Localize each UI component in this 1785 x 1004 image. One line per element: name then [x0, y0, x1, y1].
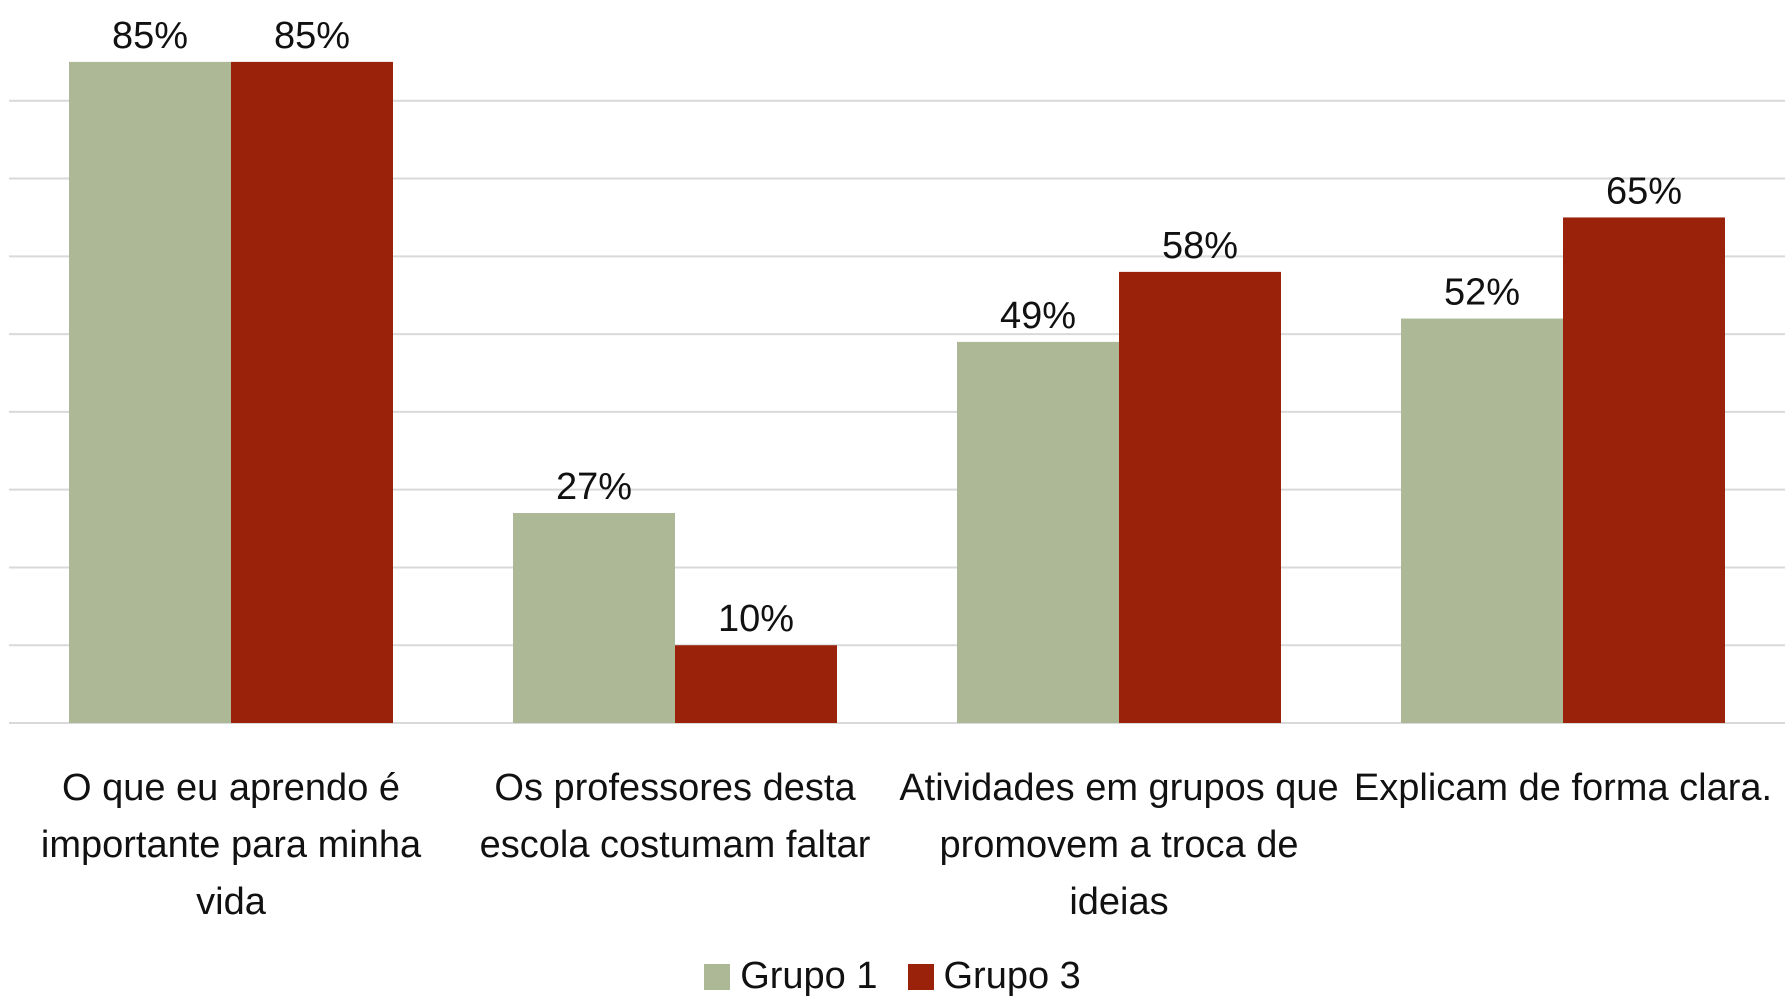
data-label: 49% [1000, 295, 1076, 337]
bar [1119, 271, 1281, 723]
data-label: 52% [1444, 272, 1520, 314]
data-label: 10% [718, 598, 794, 640]
bar [1563, 217, 1725, 723]
bar [231, 61, 393, 723]
legend-label: Grupo 3 [943, 955, 1081, 997]
legend-label: Grupo 1 [740, 955, 878, 997]
bar [513, 513, 675, 723]
bar [1401, 318, 1563, 723]
data-label: 58% [1162, 225, 1238, 267]
data-label: 85% [112, 15, 188, 57]
x-tick-label: Os professores desta escola costumam fal… [479, 767, 871, 866]
x-tick-label: Explicam de forma clara. [1353, 767, 1773, 809]
legend-item: Grupo 3 [907, 955, 1081, 998]
legend-item: Grupo 1 [704, 955, 878, 998]
legend: Grupo 1 Grupo 3 [0, 955, 1785, 998]
x-tick-label: O que eu aprendo é importante para minha… [40, 767, 422, 923]
bar [69, 61, 231, 723]
data-label: 65% [1606, 170, 1682, 212]
bar [957, 341, 1119, 723]
legend-swatch [704, 963, 731, 990]
x-tick-label: Atividades em grupos que promovem a troc… [899, 767, 1339, 923]
data-label: 85% [274, 15, 350, 57]
data-label: 27% [556, 466, 632, 508]
bar [675, 645, 837, 723]
legend-swatch [907, 963, 934, 990]
